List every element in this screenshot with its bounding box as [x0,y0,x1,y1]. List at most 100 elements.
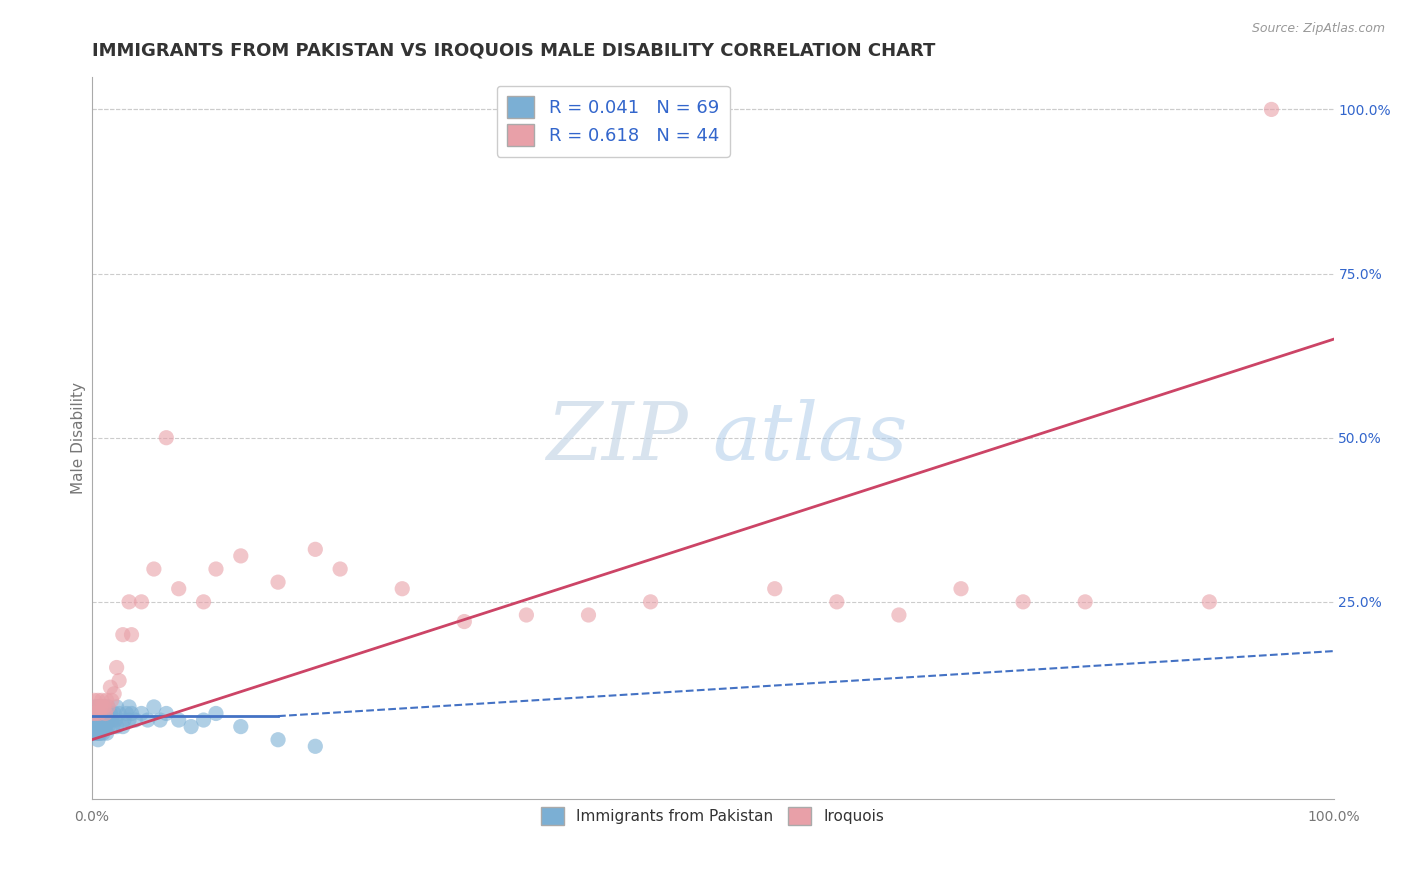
Point [87,699,110,714]
Point [124,713,146,727]
Point [89,699,111,714]
Point [96,726,118,740]
Point [131,595,153,609]
Point [205,562,228,576]
Point [515,607,537,622]
Point [105,720,128,734]
Point [100,713,122,727]
Point [82,706,104,721]
Point [94,706,117,721]
Point [87,726,110,740]
Point [86,726,108,740]
Point [267,575,290,590]
Point [115,706,138,721]
Point [96,713,118,727]
Point [86,720,108,734]
Point [155,431,177,445]
Point [1074,595,1097,609]
Text: IMMIGRANTS FROM PAKISTAN VS IROQUOIS MALE DISABILITY CORRELATION CHART: IMMIGRANTS FROM PAKISTAN VS IROQUOIS MAL… [91,42,935,60]
Point [98,713,121,727]
Point [118,595,141,609]
Point [91,713,114,727]
Point [131,706,153,721]
Point [229,720,252,734]
Point [304,542,326,557]
Point [90,720,112,734]
Point [90,693,112,707]
Point [103,706,125,721]
Point [84,726,107,740]
Point [82,720,104,734]
Point [121,628,143,642]
Point [83,726,105,740]
Point [887,607,910,622]
Point [1012,595,1035,609]
Point [93,699,115,714]
Point [193,713,215,727]
Point [86,713,108,727]
Point [101,720,124,734]
Point [93,720,115,734]
Point [1260,103,1282,117]
Point [167,582,190,596]
Point [1198,595,1220,609]
Point [267,732,290,747]
Point [97,699,120,714]
Point [89,699,111,714]
Point [104,713,127,727]
Point [142,699,165,714]
Y-axis label: Male Disability: Male Disability [72,382,86,493]
Point [82,713,104,727]
Point [83,713,105,727]
Point [86,699,108,714]
Point [89,713,111,727]
Point [82,706,104,721]
Point [229,549,252,563]
Point [83,693,105,707]
Point [87,713,110,727]
Point [96,693,118,707]
Point [93,699,115,714]
Point [84,720,107,734]
Point [90,706,112,721]
Text: atlas: atlas [713,399,908,476]
Point [97,699,120,714]
Point [87,706,110,721]
Text: ZIP: ZIP [546,399,688,476]
Point [94,720,117,734]
Point [329,562,352,576]
Point [391,582,413,596]
Text: Source: ZipAtlas.com: Source: ZipAtlas.com [1251,22,1385,36]
Point [118,713,141,727]
Point [103,687,125,701]
Point [93,706,115,721]
Point [578,607,600,622]
Point [304,739,326,754]
Point [453,615,475,629]
Point [100,706,122,721]
Point [84,706,107,721]
Point [83,720,105,734]
Point [180,720,202,734]
Point [193,595,215,609]
Point [97,720,120,734]
Point [142,562,165,576]
Point [825,595,848,609]
Point [111,720,134,734]
Point [94,706,117,721]
Point [149,713,172,727]
Point [763,582,786,596]
Point [105,660,128,674]
Point [136,713,159,727]
Legend: Immigrants from Pakistan, Iroquois: Immigrants from Pakistan, Iroquois [531,797,894,835]
Point [87,693,110,707]
Point [108,706,131,721]
Point [100,680,122,694]
Point [84,713,107,727]
Point [205,706,228,721]
Point [155,706,177,721]
Point [105,699,128,714]
Point [89,706,111,721]
Point [949,582,972,596]
Point [87,732,110,747]
